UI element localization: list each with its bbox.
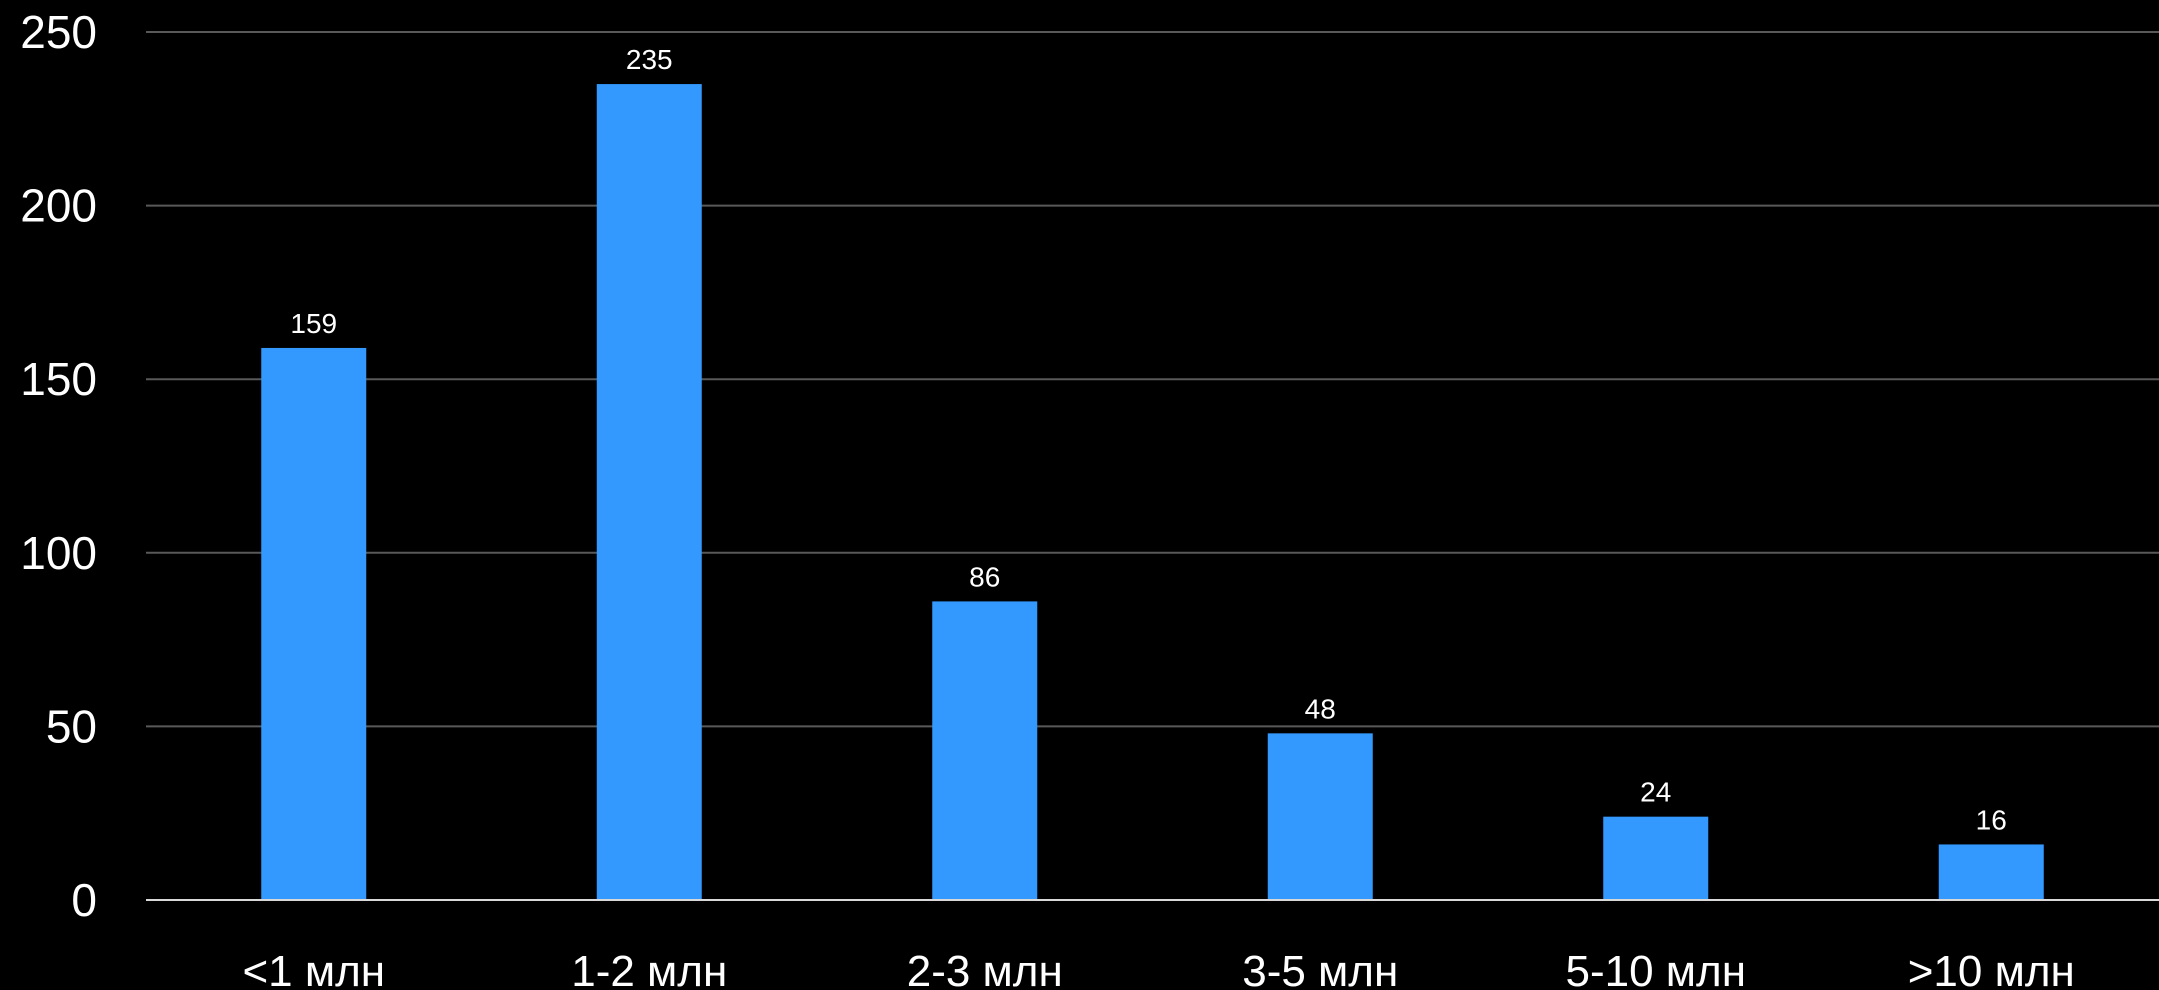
- x-axis: <1 млн 1-2 млн 2-3 млн 3-5 млн 5-10 млн >10 м…: [146, 899, 2159, 990]
- data-label: 16: [1976, 804, 2007, 835]
- y-tick-label: 200: [20, 180, 97, 232]
- x-tick-label: 5-10 млн: [1565, 947, 1746, 990]
- data-label: 159: [290, 308, 337, 339]
- bar: [596, 84, 702, 900]
- bar: [1603, 816, 1709, 900]
- x-tick-label: 3-5 млн: [1242, 947, 1398, 990]
- bar: [261, 347, 367, 900]
- y-tick-label: 250: [20, 6, 97, 58]
- bar: [1938, 844, 2044, 900]
- x-tick-label: >10 млн: [1908, 947, 2075, 990]
- x-tick-label: <1 млн: [242, 947, 385, 990]
- data-label: 86: [969, 561, 1000, 592]
- data-label: 24: [1640, 777, 1671, 808]
- bar: [932, 601, 1038, 900]
- y-tick-label: 150: [20, 353, 97, 405]
- gridlines: [146, 31, 2159, 728]
- bars: [261, 84, 2044, 900]
- y-tick-label: 50: [46, 700, 97, 752]
- y-axis: 0 50 100 150 200 250: [20, 6, 97, 926]
- data-label: 235: [626, 44, 673, 75]
- bar: [1267, 733, 1373, 900]
- data-label: 48: [1305, 693, 1336, 724]
- x-tick-label: 1-2 млн: [571, 947, 727, 990]
- y-tick-label: 100: [20, 527, 97, 579]
- y-tick-label: 0: [71, 874, 97, 926]
- x-tick-label: 2-3 млн: [907, 947, 1063, 990]
- data-labels: 159 235 86 48 24 16: [290, 44, 2006, 835]
